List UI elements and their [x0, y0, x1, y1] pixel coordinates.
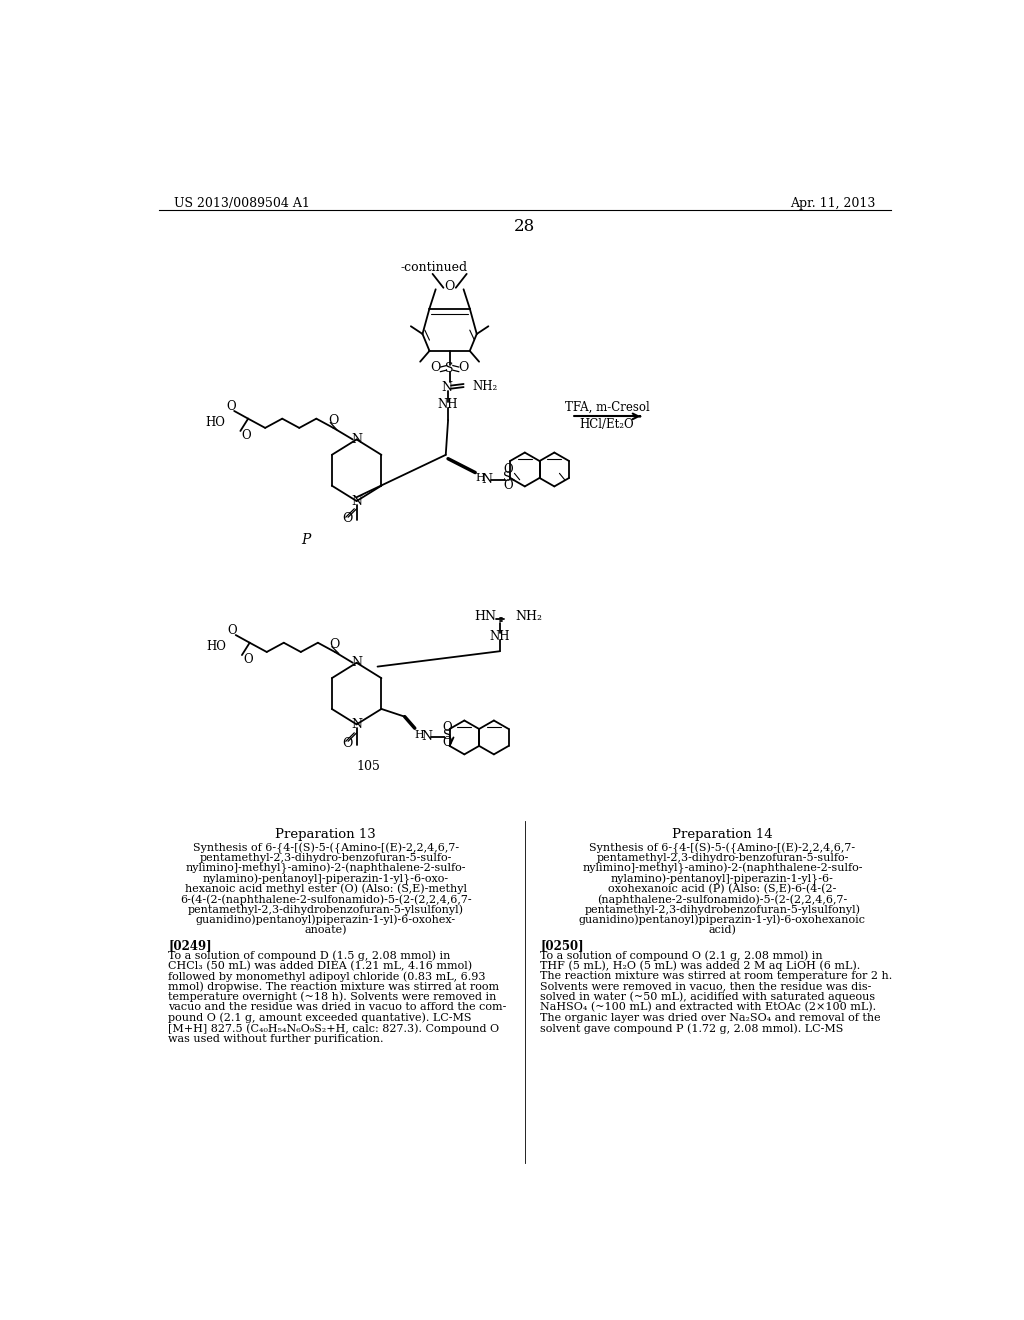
Text: Synthesis of 6-{4-[(S)-5-({Amino-[(E)-2,2,4,6,7-: Synthesis of 6-{4-[(S)-5-({Amino-[(E)-2,… — [193, 842, 459, 854]
Text: Synthesis of 6-{4-[(S)-5-({Amino-[(E)-2,2,4,6,7-: Synthesis of 6-{4-[(S)-5-({Amino-[(E)-2,… — [590, 842, 855, 854]
Text: O: O — [227, 624, 238, 638]
Text: nylimino]-methyl}-amino)-2-(naphthalene-2-sulfo-: nylimino]-methyl}-amino)-2-(naphthalene-… — [185, 863, 466, 874]
Text: 6-(4-(2-(naphthalene-2-sulfonamido)-5-(2-(2,2,4,6,7-: 6-(4-(2-(naphthalene-2-sulfonamido)-5-(2… — [180, 894, 471, 904]
Text: solved in water (~50 mL), acidified with saturated aqueous: solved in water (~50 mL), acidified with… — [541, 991, 876, 1002]
Text: 28: 28 — [514, 218, 536, 235]
Text: S: S — [445, 362, 454, 375]
Text: oxohexanoic acid (P) (Also: (S,E)-6-(4-(2-: oxohexanoic acid (P) (Also: (S,E)-6-(4-(… — [608, 884, 837, 894]
Text: S: S — [443, 729, 452, 742]
Text: pentamethyl-2,3-dihydro-benzofuran-5-sulfo-: pentamethyl-2,3-dihydro-benzofuran-5-sul… — [596, 853, 849, 862]
Text: -continued: -continued — [400, 261, 468, 273]
Text: HO: HO — [205, 416, 225, 429]
Text: NaHSO₄ (~100 mL) and extracted with EtOAc (2×100 mL).: NaHSO₄ (~100 mL) and extracted with EtOA… — [541, 1002, 877, 1012]
Text: pentamethyl-2,3-dihydro-benzofuran-5-sulfo-: pentamethyl-2,3-dihydro-benzofuran-5-sul… — [200, 853, 452, 862]
Text: was used without further purification.: was used without further purification. — [168, 1034, 384, 1044]
Text: pentamethyl-2,3-dihydrobenzofuran-5-ylsulfonyl): pentamethyl-2,3-dihydrobenzofuran-5-ylsu… — [187, 904, 464, 915]
Text: O: O — [244, 653, 253, 667]
Text: nylamino)-pentanoyl]-piperazin-1-yl}-6-oxo-: nylamino)-pentanoyl]-piperazin-1-yl}-6-o… — [203, 874, 449, 884]
Text: Apr. 11, 2013: Apr. 11, 2013 — [790, 197, 876, 210]
Text: 105: 105 — [356, 760, 380, 774]
Text: Preparation 13: Preparation 13 — [275, 829, 376, 841]
Text: US 2013/0089504 A1: US 2013/0089504 A1 — [174, 197, 310, 210]
Text: HO: HO — [207, 640, 226, 653]
Text: O: O — [328, 414, 339, 428]
Text: The reaction mixture was stirred at room temperature for 2 h.: The reaction mixture was stirred at room… — [541, 972, 893, 981]
Text: [0250]: [0250] — [541, 940, 584, 953]
Text: mmol) dropwise. The reaction mixture was stirred at room: mmol) dropwise. The reaction mixture was… — [168, 982, 500, 993]
Text: N: N — [351, 433, 362, 446]
Text: N: N — [441, 381, 452, 395]
Text: N: N — [421, 730, 432, 743]
Text: TFA, m-Cresol: TFA, m-Cresol — [564, 400, 649, 413]
Text: To a solution of compound O (2.1 g, 2.08 mmol) in: To a solution of compound O (2.1 g, 2.08… — [541, 950, 823, 961]
Text: N: N — [351, 656, 362, 669]
Text: To a solution of compound D (1.5 g, 2.08 mmol) in: To a solution of compound D (1.5 g, 2.08… — [168, 950, 451, 961]
Text: acid): acid) — [709, 925, 736, 936]
Text: O: O — [459, 362, 469, 375]
Text: NH: NH — [438, 397, 459, 411]
Text: CHCl₃ (50 mL) was added DIEA (1.21 mL, 4.16 mmol): CHCl₃ (50 mL) was added DIEA (1.21 mL, 4… — [168, 961, 472, 972]
Text: O: O — [442, 721, 453, 734]
Text: guanidino)pentanoyl)piperazin-1-yl)-6-oxohexanoic: guanidino)pentanoyl)piperazin-1-yl)-6-ox… — [579, 915, 866, 925]
Text: N: N — [351, 495, 362, 508]
Text: Solvents were removed in vacuo, then the residue was dis-: Solvents were removed in vacuo, then the… — [541, 982, 871, 991]
Text: O: O — [330, 638, 340, 651]
Text: NH: NH — [489, 630, 510, 643]
Text: (naphthalene-2-sulfonamido)-5-(2-(2,2,4,6,7-: (naphthalene-2-sulfonamido)-5-(2-(2,2,4,… — [597, 894, 848, 904]
Text: guanidino)pentanoyl)piperazin-1-yl)-6-oxohex-: guanidino)pentanoyl)piperazin-1-yl)-6-ox… — [196, 915, 456, 925]
Text: O: O — [242, 429, 251, 442]
Text: hexanoic acid methyl ester (O) (Also: (S,E)-methyl: hexanoic acid methyl ester (O) (Also: (S… — [184, 884, 467, 895]
Text: P: P — [301, 532, 311, 546]
Text: followed by monomethyl adipoyl chloride (0.83 mL, 6.93: followed by monomethyl adipoyl chloride … — [168, 972, 485, 982]
Text: N: N — [351, 718, 362, 731]
Text: HCl/Et₂O: HCl/Et₂O — [580, 417, 634, 430]
Text: O: O — [442, 737, 453, 750]
Text: N: N — [481, 473, 493, 486]
Text: solvent gave compound P (1.72 g, 2.08 mmol). LC-MS: solvent gave compound P (1.72 g, 2.08 mm… — [541, 1023, 844, 1034]
Text: S: S — [504, 471, 512, 484]
Text: O: O — [342, 737, 352, 750]
Text: H: H — [476, 473, 485, 483]
Text: O: O — [430, 362, 441, 375]
Text: O: O — [503, 463, 513, 477]
Text: H: H — [415, 730, 424, 741]
Text: temperature overnight (~18 h). Solvents were removed in: temperature overnight (~18 h). Solvents … — [168, 991, 497, 1002]
Text: O: O — [444, 280, 455, 293]
Text: THF (5 mL), H₂O (5 mL) was added 2 M aq LiOH (6 mL).: THF (5 mL), H₂O (5 mL) was added 2 M aq … — [541, 961, 860, 972]
Text: [M+H] 827.5 (C₄₀H₅₄N₆O₉S₂+H, calc: 827.3). Compound O: [M+H] 827.5 (C₄₀H₅₄N₆O₉S₂+H, calc: 827.3… — [168, 1023, 500, 1034]
Text: O: O — [503, 479, 513, 492]
Text: Preparation 14: Preparation 14 — [672, 829, 773, 841]
Text: pound O (2.1 g, amount exceeded quantative). LC-MS: pound O (2.1 g, amount exceeded quantati… — [168, 1012, 472, 1023]
Text: vacuo and the residue was dried in vacuo to afford the com-: vacuo and the residue was dried in vacuo… — [168, 1002, 507, 1012]
Text: O: O — [226, 400, 236, 413]
Text: anoate): anoate) — [304, 925, 347, 936]
Text: [0249]: [0249] — [168, 940, 212, 953]
Text: pentamethyl-2,3-dihydrobenzofuran-5-ylsulfonyl): pentamethyl-2,3-dihydrobenzofuran-5-ylsu… — [585, 904, 860, 915]
Text: nylamino)-pentanoyl]-piperazin-1-yl}-6-: nylamino)-pentanoyl]-piperazin-1-yl}-6- — [611, 874, 834, 884]
Text: O: O — [342, 512, 352, 525]
Text: NH₂: NH₂ — [473, 380, 498, 393]
Text: NH₂: NH₂ — [515, 610, 543, 623]
Text: nylimino]-methyl}-amino)-2-(naphthalene-2-sulfo-: nylimino]-methyl}-amino)-2-(naphthalene-… — [583, 863, 862, 874]
Text: The organic layer was dried over Na₂SO₄ and removal of the: The organic layer was dried over Na₂SO₄ … — [541, 1012, 881, 1023]
Text: HN: HN — [474, 610, 496, 623]
